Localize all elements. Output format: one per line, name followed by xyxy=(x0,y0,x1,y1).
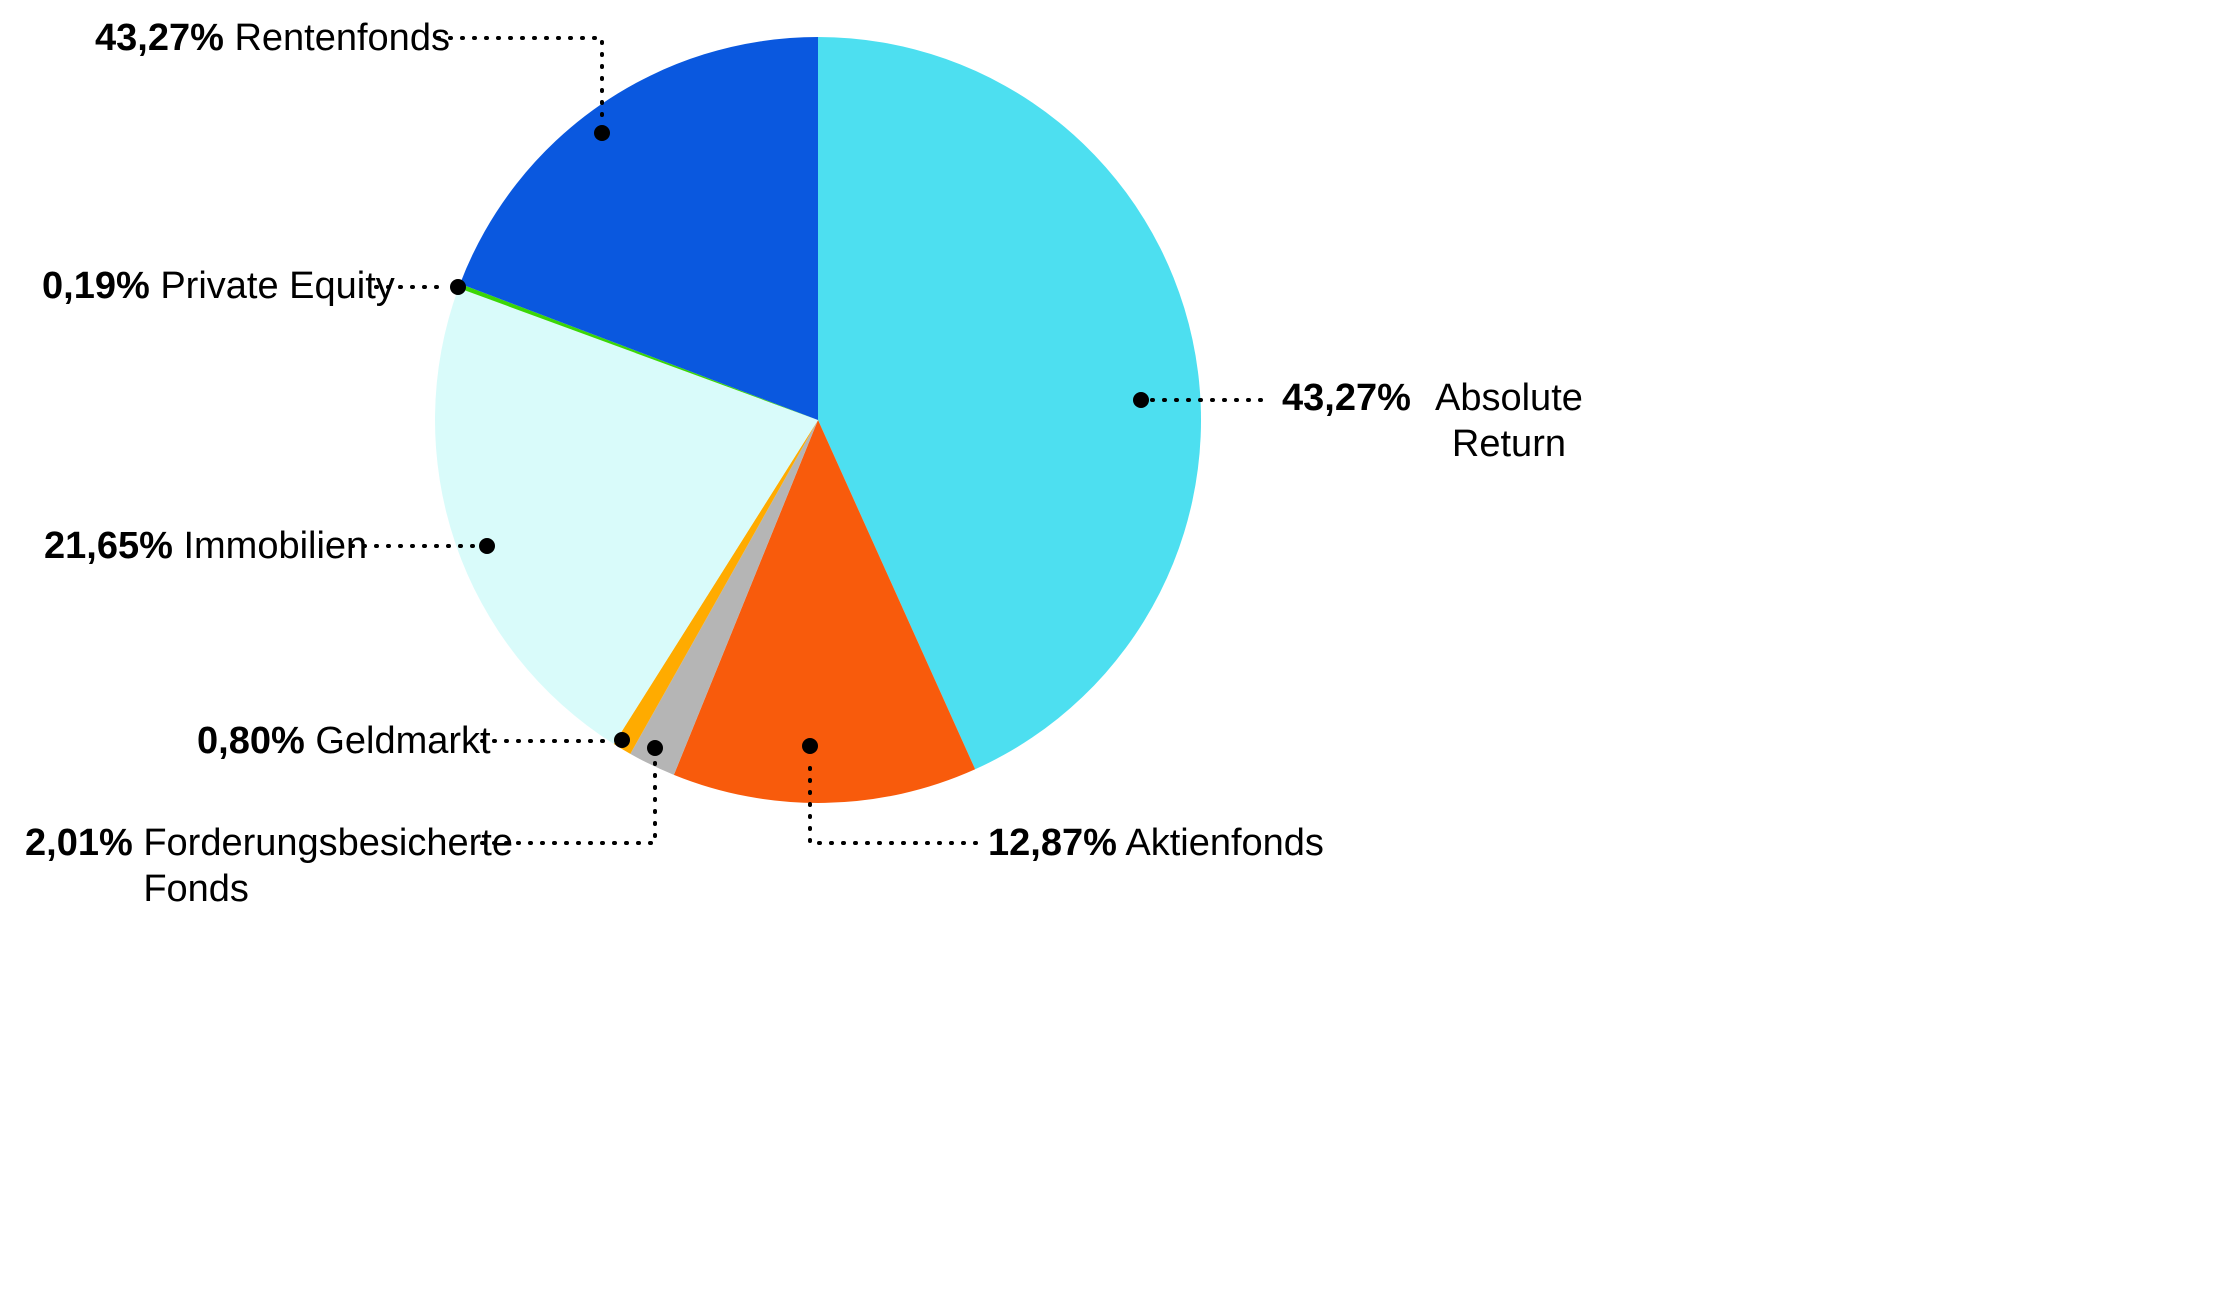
anchor-dot-rentenfonds xyxy=(594,125,610,141)
label-immobilien-name: Immobilien xyxy=(183,525,368,567)
label-geldmarkt: 0,80% Geldmarkt xyxy=(197,718,491,764)
leader-line-rentenfonds xyxy=(436,36,604,128)
label-private-equity-name: Private Equity xyxy=(160,265,395,307)
label-private-equity: 0,19% Private Equity xyxy=(42,263,395,309)
pie-slice-geldmarkt xyxy=(613,420,818,754)
pie-slice-rentenfonds xyxy=(460,37,818,420)
label-geldmarkt-name: Geldmarkt xyxy=(315,720,491,762)
label-forderungsbesicherte-fonds: 2,01% Forderungsbesicherte Fonds xyxy=(25,820,553,912)
pie xyxy=(434,37,1202,804)
label-rentenfonds-name: Rentenfonds xyxy=(234,17,450,59)
label-geldmarkt-pct: 0,80% xyxy=(197,720,305,762)
leader-line-aktienfonds xyxy=(808,756,978,845)
leader-line-forderungsbesicherte-fonds xyxy=(480,758,657,845)
label-aktienfonds-name: Aktienfonds xyxy=(1125,822,1324,864)
label-absolute-return-pct: 43,27% xyxy=(1282,377,1411,419)
label-absolute-return-name: Absolute Return xyxy=(1435,377,1583,465)
pie-slice-forderungsbesicherte-fonds xyxy=(630,420,818,775)
anchor-dot-aktienfonds xyxy=(802,738,818,754)
label-aktienfonds: 12,87% Aktienfonds xyxy=(988,820,1324,866)
label-rentenfonds-pct: 43,27% xyxy=(95,17,224,59)
pie-slice-private-equity xyxy=(458,283,818,420)
label-private-equity-pct: 0,19% xyxy=(42,265,150,307)
anchor-dot-absolute-return xyxy=(1133,392,1149,408)
pie-slice-absolute-return xyxy=(818,37,1202,770)
anchor-dot-forderungsbesicherte-fonds xyxy=(647,740,663,756)
label-rentenfonds: 43,27% Rentenfonds xyxy=(95,15,450,61)
label-immobilien: 21,65% Immobilien xyxy=(44,523,367,569)
label-immobilien-pct: 21,65% xyxy=(44,525,173,567)
anchor-dot-geldmarkt xyxy=(614,732,630,748)
label-forderungsbesicherte-fonds-pct: 2,01% xyxy=(25,822,133,864)
label-aktienfonds-pct: 12,87% xyxy=(988,822,1117,864)
label-forderungsbesicherte-fonds-name: Forderungsbesicherte Fonds xyxy=(143,822,513,910)
anchor-dot-immobilien xyxy=(479,538,495,554)
label-absolute-return: 43,27% Absolute Return xyxy=(1282,375,1596,467)
anchor-dot-private-equity xyxy=(450,279,466,295)
pie-slice-immobilien xyxy=(434,288,818,745)
pie-slice-aktienfonds xyxy=(673,420,976,804)
